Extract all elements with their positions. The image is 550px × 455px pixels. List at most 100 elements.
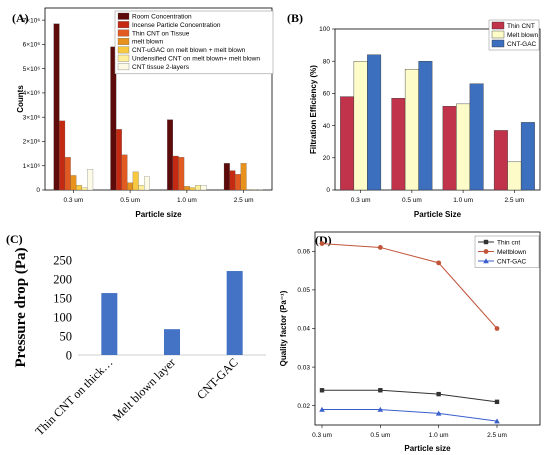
- chart-a: 0 1×10⁶ 2×10⁶ 3×10⁶ 4×10⁶ 5×10⁶ 6×10⁶ 7×10⁶ 0.3 …: [16, 7, 274, 219]
- bar: [132, 171, 139, 191]
- bar: [64, 157, 71, 191]
- bar: [144, 176, 150, 191]
- y-tick-label: 7×10⁶: [23, 17, 41, 24]
- panel-c-label: (C): [6, 232, 23, 246]
- x-tick-label: 1.0 um: [453, 197, 473, 204]
- y-tick-label: 0.04: [297, 326, 310, 333]
- bar: [81, 187, 88, 191]
- bar: [200, 185, 207, 191]
- y-tick-label: 2×10⁶: [23, 139, 41, 146]
- bar: [53, 23, 60, 191]
- bar: [110, 46, 117, 191]
- legend-label: Room Concentration: [132, 14, 192, 21]
- data-point: [494, 326, 500, 331]
- bar: [116, 129, 122, 191]
- bar: [404, 69, 419, 191]
- legend-swatch: [117, 21, 130, 29]
- y-tick-label: 6×10⁶: [23, 42, 41, 49]
- bar: [257, 189, 264, 191]
- legend-label: CNT-GAC: [507, 41, 537, 48]
- bar: [353, 61, 368, 191]
- x-tick-label: 2.5 um: [487, 432, 507, 439]
- legend-label: Meltblown: [497, 249, 527, 256]
- y-tick-label: 3×10⁶: [23, 114, 41, 121]
- plot-frame: [334, 28, 541, 191]
- legend-swatch: [117, 38, 130, 45]
- y-tick-label: 40: [323, 123, 331, 130]
- bar: [520, 122, 535, 191]
- chart-b: 0 20 40 60 80 100 0.3 um 0.5 um 1.0 um 2.5 um Part…: [309, 19, 541, 219]
- legend-label: melt blown: [132, 39, 163, 46]
- legend-label: Thin cnt: [497, 240, 520, 247]
- bar: [223, 163, 230, 191]
- x-tick-label: Thin CNT on thick…: [32, 355, 115, 438]
- y-tick-label: 150: [53, 292, 72, 306]
- bar: [76, 185, 82, 191]
- bar: [229, 170, 236, 191]
- bar: [391, 98, 406, 191]
- data-point: [319, 241, 325, 246]
- legend-label: Melt blown: [507, 32, 538, 39]
- legend-swatch: [117, 12, 130, 20]
- data-point: [435, 410, 442, 416]
- legend-label: CNT tissue 2-layers: [132, 64, 190, 71]
- legend-label: CNT-uGAC on melt blown + melt blown: [132, 47, 246, 54]
- y-axis-label: Filtration Efficiency (%): [309, 65, 318, 154]
- data-point: [377, 406, 384, 412]
- data-point: [436, 391, 441, 397]
- bar: [70, 175, 77, 191]
- bar: [101, 293, 118, 355]
- data-point: [319, 388, 325, 393]
- y-tick-label: 60: [323, 91, 331, 98]
- panel-b-label: (B): [287, 11, 303, 25]
- x-tick-label: 0.3 um: [351, 197, 371, 204]
- y-tick-label: 1×10⁶: [23, 163, 41, 170]
- bar: [121, 154, 128, 191]
- legend-label: Undensified CNT on melt blown+ melt blow…: [132, 56, 260, 63]
- y-axis-label: Counts: [16, 85, 25, 113]
- bar: [493, 130, 508, 191]
- bar: [195, 185, 201, 191]
- bar: [183, 186, 190, 191]
- y-axis-label: Pressure drop (Pa): [13, 248, 29, 368]
- bar: [172, 155, 179, 191]
- bar: [138, 185, 145, 191]
- x-tick-label: CNT-GAC: [194, 355, 241, 402]
- y-tick-label: 0.03: [297, 364, 310, 371]
- x-tick-label: 0.3 um: [63, 197, 83, 204]
- bar: [442, 106, 457, 191]
- plot-frame: [44, 7, 273, 191]
- legend-label: CNT-GAC: [497, 259, 527, 266]
- bar: [240, 163, 247, 191]
- bar: [164, 329, 180, 355]
- legend-marker: [483, 249, 489, 254]
- y-tick-label: 100: [319, 26, 330, 33]
- x-axis-label: Particle Size: [414, 210, 462, 219]
- legend-box: [114, 10, 274, 75]
- legend-swatch: [491, 39, 505, 48]
- legend-label: Thin CNT on Tissue: [132, 30, 190, 37]
- x-tick-label: 0.5 um: [120, 197, 140, 204]
- y-tick-label: 5×10⁶: [23, 66, 41, 73]
- x-axis-label: Particle size: [404, 444, 451, 453]
- y-tick-label: 0.06: [297, 249, 310, 256]
- data-point: [436, 260, 442, 266]
- data-point: [319, 406, 325, 412]
- legend-swatch: [117, 54, 130, 62]
- legend-label: Thin CNT: [507, 23, 535, 30]
- x-tick-label: 1.0 um: [429, 432, 449, 439]
- bar: [127, 182, 134, 191]
- data-point: [377, 245, 383, 250]
- bar: [235, 174, 241, 191]
- bar: [340, 96, 355, 191]
- x-tick-label: 2.5 um: [234, 197, 254, 204]
- bar: [367, 54, 382, 191]
- bar: [87, 169, 94, 191]
- bar: [189, 187, 196, 191]
- legend-marker: [483, 258, 489, 264]
- x-tick-label: 0.5 um: [370, 432, 390, 439]
- y-tick-label: 0.02: [297, 403, 310, 410]
- bar: [469, 83, 484, 191]
- bar: [418, 61, 433, 191]
